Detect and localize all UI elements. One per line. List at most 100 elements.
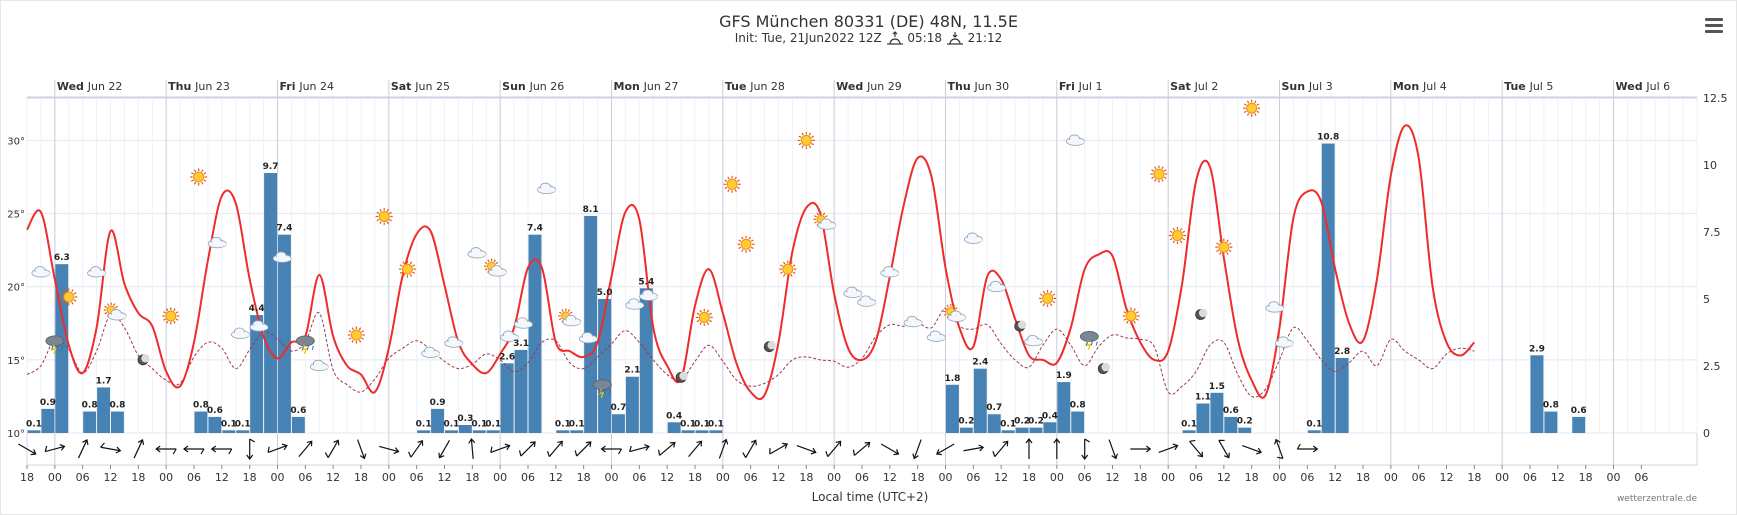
storm-cloud [45, 335, 65, 347]
wind-shaft [77, 439, 88, 459]
x-tick-label: 12 [104, 471, 118, 484]
x-tick-label: 12 [994, 471, 1008, 484]
wind-shaft [659, 442, 676, 456]
weather-sun-icon [1039, 289, 1057, 307]
sun-ray [790, 261, 793, 265]
precip-bar-label: 0.6 [1571, 406, 1587, 416]
precip-bar [1057, 382, 1071, 433]
sun-ray [166, 320, 169, 324]
precip-bar [946, 384, 959, 433]
wind-head [183, 445, 189, 453]
sun-ray [351, 327, 354, 331]
x-tick-label: 12 [1217, 471, 1231, 484]
cloud-fill [251, 324, 268, 331]
cloud-fill [641, 293, 658, 300]
x-tick-label: 06 [1078, 471, 1092, 484]
wind-shaft [963, 446, 984, 452]
wind-shaft [629, 445, 650, 453]
x-tick-label: 12 [1106, 471, 1120, 484]
weather-partly-icon [943, 304, 967, 322]
precip-bar [639, 288, 653, 433]
rain-drop [608, 389, 611, 394]
precip-bar [472, 430, 486, 433]
sun-ray [389, 211, 392, 215]
wind-arrow [852, 441, 871, 456]
weather-sun-icon [737, 235, 755, 253]
sun-ray [808, 132, 812, 136]
precip-bar [570, 430, 584, 433]
wind-barb [546, 450, 550, 457]
precip-bar [1544, 411, 1558, 433]
storm-cloud [295, 335, 315, 347]
x-tick-label: 12 [1551, 471, 1565, 484]
sun-ray [696, 312, 700, 315]
sun-ray [203, 172, 207, 175]
sun-ray [1050, 290, 1053, 294]
wind-head [1223, 452, 1230, 459]
y-right-tick-label: 10 [1703, 159, 1717, 172]
precip-bar-label: 0.1 [26, 419, 42, 429]
x-tick-label: 18 [1356, 471, 1370, 484]
weather-sun-icon [398, 260, 416, 278]
sun-ray [386, 221, 389, 225]
precip-bar-label: 0.1 [1306, 419, 1322, 429]
wind-head [1145, 445, 1152, 453]
wind-arrow [880, 443, 900, 456]
wind-barb [1218, 439, 1225, 442]
precip-bar-label: 1.7 [96, 376, 112, 386]
wind-arrow [1296, 443, 1319, 453]
day-label: Thu Jun 30 [948, 80, 1010, 93]
sun-disc [1153, 168, 1165, 180]
sun-ray [798, 142, 802, 146]
sun-ray [1050, 303, 1053, 307]
sun-ray [1228, 249, 1232, 252]
x-tick-label: 00 [382, 471, 396, 484]
day-label: Sat Jul 2 [1170, 80, 1218, 93]
weather-sun-icon [347, 326, 365, 344]
cloud-fill [446, 340, 463, 347]
x-tick-label: 18 [354, 471, 368, 484]
wind-arrow [1108, 439, 1118, 460]
sun-ray [190, 179, 194, 182]
precip-bar [1307, 430, 1321, 433]
precip-bar [97, 387, 110, 433]
wind-shaft [853, 442, 871, 456]
sunset-icon [946, 32, 963, 45]
wind-barb [992, 450, 996, 457]
x-tick-label: 06 [298, 471, 312, 484]
sun-ray [1182, 230, 1186, 234]
wind-arrow [44, 443, 66, 453]
hamburger-menu-icon[interactable] [1705, 18, 1723, 33]
precip-bar [27, 430, 41, 433]
sun-ray [376, 211, 380, 215]
precip-bar-label: 0.9 [40, 398, 56, 408]
cloud-fill [233, 331, 250, 338]
sun-ray [1039, 300, 1043, 304]
precip-bar [83, 411, 97, 433]
x-tick-label: 12 [1440, 471, 1454, 484]
sun-ray [1151, 176, 1154, 179]
weather-cloud-icon [467, 247, 487, 259]
sun-ray [1246, 100, 1250, 104]
wind-head [893, 449, 900, 456]
wind-head [417, 439, 424, 446]
wind-barb [228, 448, 233, 455]
sun-ray [115, 305, 118, 309]
y-right-tick-label: 5 [1703, 293, 1710, 306]
sun-ray [1042, 303, 1046, 307]
x-tick-label: 06 [1634, 471, 1648, 484]
precip-bar [681, 430, 695, 433]
day-label: Fri Jun 24 [280, 80, 335, 93]
precip-bar [41, 408, 55, 433]
wind-head [393, 447, 400, 455]
sun-ray [61, 292, 64, 295]
sun-ray [1126, 308, 1129, 312]
wind-arrow [796, 445, 817, 455]
sun-ray [63, 289, 67, 293]
cloud-fill [469, 251, 486, 258]
sun-ray [203, 179, 207, 182]
weather-sun-icon [1122, 307, 1140, 325]
wind-arrow [1218, 439, 1230, 459]
x-tick-label: 18 [1022, 471, 1036, 484]
sun-ray [561, 309, 564, 312]
